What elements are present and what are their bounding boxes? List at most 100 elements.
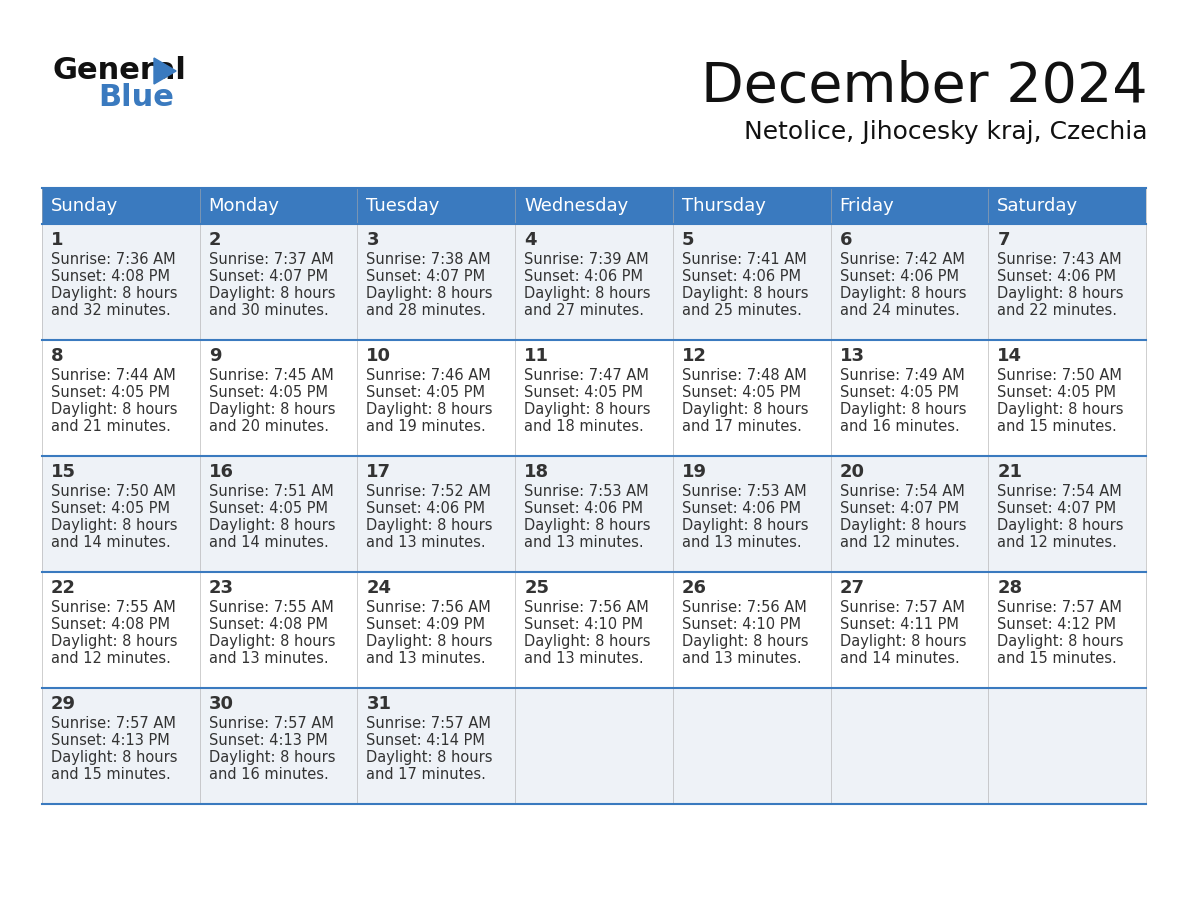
Text: Sunrise: 7:55 AM: Sunrise: 7:55 AM: [51, 600, 176, 615]
Text: and 21 minutes.: and 21 minutes.: [51, 419, 171, 434]
Text: Sunset: 4:08 PM: Sunset: 4:08 PM: [51, 269, 170, 284]
Text: Sunrise: 7:48 AM: Sunrise: 7:48 AM: [682, 368, 807, 383]
Text: 26: 26: [682, 579, 707, 597]
Text: and 17 minutes.: and 17 minutes.: [366, 767, 486, 782]
Bar: [42, 688, 1146, 804]
Text: Daylight: 8 hours: Daylight: 8 hours: [840, 634, 966, 649]
Text: Daylight: 8 hours: Daylight: 8 hours: [524, 634, 651, 649]
Text: Daylight: 8 hours: Daylight: 8 hours: [209, 634, 335, 649]
Polygon shape: [154, 58, 176, 84]
Text: 29: 29: [51, 695, 76, 713]
Text: Daylight: 8 hours: Daylight: 8 hours: [366, 402, 493, 417]
Text: and 19 minutes.: and 19 minutes.: [366, 419, 486, 434]
Text: Daylight: 8 hours: Daylight: 8 hours: [682, 634, 808, 649]
Text: and 13 minutes.: and 13 minutes.: [524, 651, 644, 666]
Text: Sunrise: 7:53 AM: Sunrise: 7:53 AM: [682, 484, 807, 499]
Text: Sunset: 4:08 PM: Sunset: 4:08 PM: [209, 617, 328, 632]
Text: and 32 minutes.: and 32 minutes.: [51, 303, 171, 318]
Text: Sunset: 4:11 PM: Sunset: 4:11 PM: [840, 617, 959, 632]
Text: Daylight: 8 hours: Daylight: 8 hours: [682, 518, 808, 533]
Text: 9: 9: [209, 347, 221, 365]
Text: and 30 minutes.: and 30 minutes.: [209, 303, 328, 318]
Text: 17: 17: [366, 463, 391, 481]
Text: and 13 minutes.: and 13 minutes.: [524, 535, 644, 550]
Text: 1: 1: [51, 231, 63, 249]
Bar: [42, 188, 200, 224]
Text: and 13 minutes.: and 13 minutes.: [366, 535, 486, 550]
Text: Sunrise: 7:55 AM: Sunrise: 7:55 AM: [209, 600, 334, 615]
Text: and 13 minutes.: and 13 minutes.: [682, 535, 802, 550]
Bar: [672, 188, 830, 224]
Text: Sunrise: 7:46 AM: Sunrise: 7:46 AM: [366, 368, 491, 383]
Text: 16: 16: [209, 463, 234, 481]
Text: and 15 minutes.: and 15 minutes.: [51, 767, 171, 782]
Text: Daylight: 8 hours: Daylight: 8 hours: [51, 634, 177, 649]
Text: Sunrise: 7:50 AM: Sunrise: 7:50 AM: [51, 484, 176, 499]
Text: 28: 28: [997, 579, 1023, 597]
Text: Sunset: 4:06 PM: Sunset: 4:06 PM: [524, 501, 643, 516]
Text: Sunrise: 7:37 AM: Sunrise: 7:37 AM: [209, 252, 334, 267]
Text: Sunset: 4:05 PM: Sunset: 4:05 PM: [209, 385, 328, 400]
Bar: [42, 340, 1146, 456]
Text: Sunset: 4:05 PM: Sunset: 4:05 PM: [51, 501, 170, 516]
Text: Daylight: 8 hours: Daylight: 8 hours: [840, 518, 966, 533]
Text: Daylight: 8 hours: Daylight: 8 hours: [840, 286, 966, 301]
Text: Sunset: 4:10 PM: Sunset: 4:10 PM: [524, 617, 643, 632]
Text: and 18 minutes.: and 18 minutes.: [524, 419, 644, 434]
Text: and 12 minutes.: and 12 minutes.: [840, 535, 960, 550]
Text: Monday: Monday: [209, 197, 279, 215]
Text: 24: 24: [366, 579, 391, 597]
Bar: [42, 456, 1146, 572]
Text: Sunrise: 7:47 AM: Sunrise: 7:47 AM: [524, 368, 649, 383]
Bar: [200, 188, 358, 224]
Text: Sunset: 4:05 PM: Sunset: 4:05 PM: [524, 385, 643, 400]
Bar: [42, 224, 1146, 340]
Text: Sunset: 4:05 PM: Sunset: 4:05 PM: [51, 385, 170, 400]
Text: Sunset: 4:13 PM: Sunset: 4:13 PM: [51, 733, 170, 748]
Text: 30: 30: [209, 695, 234, 713]
Text: Sunset: 4:07 PM: Sunset: 4:07 PM: [366, 269, 486, 284]
Text: Sunrise: 7:57 AM: Sunrise: 7:57 AM: [366, 716, 492, 731]
Text: Sunrise: 7:50 AM: Sunrise: 7:50 AM: [997, 368, 1123, 383]
Text: Daylight: 8 hours: Daylight: 8 hours: [209, 750, 335, 765]
Text: and 12 minutes.: and 12 minutes.: [997, 535, 1117, 550]
Text: Tuesday: Tuesday: [366, 197, 440, 215]
Text: Sunset: 4:07 PM: Sunset: 4:07 PM: [997, 501, 1117, 516]
Text: Daylight: 8 hours: Daylight: 8 hours: [524, 402, 651, 417]
Text: Wednesday: Wednesday: [524, 197, 628, 215]
Text: Sunrise: 7:54 AM: Sunrise: 7:54 AM: [997, 484, 1121, 499]
Text: Sunrise: 7:36 AM: Sunrise: 7:36 AM: [51, 252, 176, 267]
Text: and 13 minutes.: and 13 minutes.: [682, 651, 802, 666]
Text: General: General: [52, 56, 185, 85]
Text: Sunset: 4:06 PM: Sunset: 4:06 PM: [840, 269, 959, 284]
Bar: [358, 188, 516, 224]
Text: and 13 minutes.: and 13 minutes.: [209, 651, 328, 666]
Text: Sunset: 4:05 PM: Sunset: 4:05 PM: [997, 385, 1117, 400]
Text: 23: 23: [209, 579, 234, 597]
Text: Sunday: Sunday: [51, 197, 119, 215]
Text: 4: 4: [524, 231, 537, 249]
Text: 12: 12: [682, 347, 707, 365]
Text: Daylight: 8 hours: Daylight: 8 hours: [366, 286, 493, 301]
Text: Sunrise: 7:57 AM: Sunrise: 7:57 AM: [840, 600, 965, 615]
Text: Daylight: 8 hours: Daylight: 8 hours: [997, 634, 1124, 649]
Text: 22: 22: [51, 579, 76, 597]
Text: Sunrise: 7:54 AM: Sunrise: 7:54 AM: [840, 484, 965, 499]
Text: Sunset: 4:14 PM: Sunset: 4:14 PM: [366, 733, 486, 748]
Text: 3: 3: [366, 231, 379, 249]
Text: Sunset: 4:06 PM: Sunset: 4:06 PM: [997, 269, 1117, 284]
Text: Sunset: 4:06 PM: Sunset: 4:06 PM: [682, 501, 801, 516]
Text: Sunrise: 7:57 AM: Sunrise: 7:57 AM: [209, 716, 334, 731]
Text: Sunrise: 7:56 AM: Sunrise: 7:56 AM: [366, 600, 491, 615]
Text: Sunset: 4:08 PM: Sunset: 4:08 PM: [51, 617, 170, 632]
Text: Saturday: Saturday: [997, 197, 1079, 215]
Text: Sunset: 4:13 PM: Sunset: 4:13 PM: [209, 733, 328, 748]
Text: Daylight: 8 hours: Daylight: 8 hours: [51, 402, 177, 417]
Text: Thursday: Thursday: [682, 197, 766, 215]
Text: Sunrise: 7:43 AM: Sunrise: 7:43 AM: [997, 252, 1121, 267]
Text: Sunset: 4:07 PM: Sunset: 4:07 PM: [209, 269, 328, 284]
Text: Sunrise: 7:39 AM: Sunrise: 7:39 AM: [524, 252, 649, 267]
Text: Sunrise: 7:57 AM: Sunrise: 7:57 AM: [997, 600, 1123, 615]
Text: Daylight: 8 hours: Daylight: 8 hours: [524, 286, 651, 301]
Text: Sunrise: 7:57 AM: Sunrise: 7:57 AM: [51, 716, 176, 731]
